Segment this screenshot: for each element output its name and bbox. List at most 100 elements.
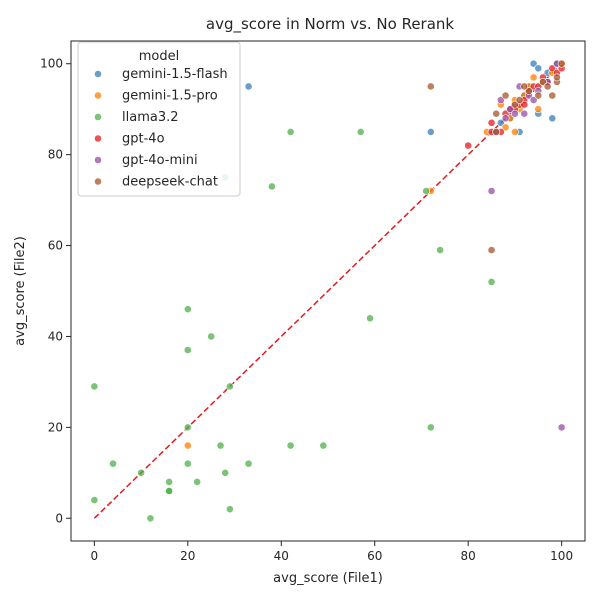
legend-marker xyxy=(94,91,102,100)
legend-frame xyxy=(77,41,241,197)
x-axis-ticks: 0 20 40 60 80 100 xyxy=(91,541,573,563)
data-point xyxy=(501,123,510,132)
data-point xyxy=(366,314,374,323)
data-point xyxy=(207,332,216,341)
data-point xyxy=(286,441,295,450)
data-point xyxy=(529,59,538,68)
data-point xyxy=(548,64,557,73)
x-tick-label: 100 xyxy=(550,549,573,563)
y-axis-label: avg_score (File2) xyxy=(13,236,28,346)
data-point xyxy=(319,441,328,450)
data-point xyxy=(137,468,145,477)
data-point xyxy=(422,187,431,195)
data-point xyxy=(525,87,533,95)
series-llama3.2 xyxy=(90,128,496,523)
reference-line-layer xyxy=(93,63,563,519)
x-axis-label: avg_score (File1) xyxy=(273,571,383,586)
data-point xyxy=(520,82,529,91)
data-point xyxy=(183,346,192,354)
y-axis-ticks: 0 20 40 60 80 100 xyxy=(40,57,71,525)
data-point xyxy=(183,423,192,432)
data-point xyxy=(487,118,496,127)
x-tick-label: 60 xyxy=(367,549,382,563)
data-point xyxy=(492,128,501,136)
data-point xyxy=(356,128,365,136)
points-layer xyxy=(90,59,566,523)
data-point xyxy=(268,182,276,191)
series-deepseek-chat xyxy=(426,59,566,254)
data-point xyxy=(244,82,253,91)
y-tick-label: 100 xyxy=(40,57,63,71)
data-point xyxy=(225,505,234,514)
data-point xyxy=(183,441,192,450)
data-point xyxy=(426,423,435,432)
data-point xyxy=(529,73,538,82)
identity-reference-line xyxy=(93,63,563,519)
data-point xyxy=(165,487,174,495)
data-point xyxy=(146,514,155,523)
data-point xyxy=(501,91,510,100)
data-point xyxy=(244,459,253,468)
legend: model gemini-1.5-flash gemini-1.5-pro llam… xyxy=(77,41,241,197)
legend-label: deepseek-chat xyxy=(122,175,218,190)
data-point xyxy=(548,114,557,123)
data-point xyxy=(436,246,445,254)
data-point xyxy=(557,423,566,432)
data-point xyxy=(520,100,529,109)
data-point xyxy=(548,91,557,100)
legend-title: model xyxy=(139,49,179,64)
data-point xyxy=(221,468,230,477)
data-point xyxy=(492,109,501,118)
data-point xyxy=(557,59,566,68)
legend-label: gemini-1.5-pro xyxy=(122,89,218,104)
data-point xyxy=(165,478,174,486)
y-tick-label: 80 xyxy=(48,148,63,162)
x-tick-label: 0 xyxy=(91,549,99,563)
y-tick-label: 40 xyxy=(48,329,63,343)
legend-marker xyxy=(94,177,102,186)
legend-marker xyxy=(94,134,102,143)
data-point xyxy=(534,64,543,73)
data-point xyxy=(109,459,117,468)
legend-label: gpt-4o-mini xyxy=(122,153,198,168)
y-tick-label: 60 xyxy=(48,239,63,253)
data-point xyxy=(511,109,519,118)
data-point xyxy=(286,128,295,136)
data-point xyxy=(496,96,505,104)
data-point xyxy=(539,78,547,86)
data-point xyxy=(534,91,543,100)
data-point xyxy=(506,105,515,114)
data-point xyxy=(426,128,435,136)
data-point xyxy=(496,118,505,127)
legend-marker xyxy=(94,70,102,78)
data-point xyxy=(216,441,225,450)
data-point xyxy=(487,187,496,195)
data-point xyxy=(426,82,435,91)
data-point xyxy=(487,278,496,286)
data-point xyxy=(90,496,99,504)
data-point xyxy=(511,128,519,136)
data-point xyxy=(183,305,192,314)
legend-label: gemini-1.5-flash xyxy=(122,67,228,82)
data-point xyxy=(501,114,510,123)
data-point xyxy=(511,100,519,109)
data-point xyxy=(515,96,524,104)
legend-label: gpt-4o xyxy=(122,132,165,147)
data-point xyxy=(543,82,552,91)
y-tick-label: 20 xyxy=(48,420,63,434)
data-point xyxy=(534,105,543,114)
legend-marker xyxy=(94,156,102,164)
legend-marker xyxy=(94,113,102,121)
x-tick-label: 80 xyxy=(461,549,476,563)
data-point xyxy=(464,141,473,150)
data-point xyxy=(193,478,202,486)
data-point xyxy=(487,246,496,254)
y-tick-label: 0 xyxy=(55,511,63,525)
data-point xyxy=(90,382,99,391)
x-tick-label: 20 xyxy=(180,549,195,563)
legend-items: gemini-1.5-flash gemini-1.5-pro llama3.2 gp… xyxy=(94,67,228,190)
data-point xyxy=(553,73,561,82)
x-tick-label: 40 xyxy=(274,549,289,563)
legend-label: llama3.2 xyxy=(122,110,179,125)
